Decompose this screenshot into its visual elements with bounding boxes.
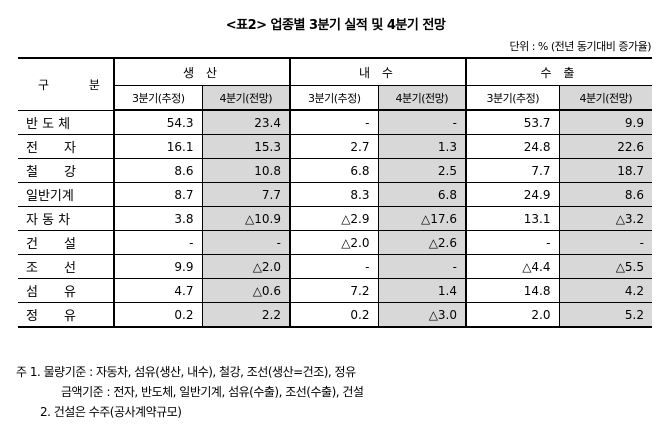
subheader-cell: 3분기(추정) <box>465 85 560 111</box>
table-cell: 8.6 <box>558 182 652 207</box>
row-label: 자 동 차 <box>18 206 115 231</box>
row-label: 조 선 <box>18 254 115 279</box>
table-cell: 4.2 <box>558 278 652 303</box>
header-group-production: 생 산 <box>113 57 291 86</box>
table-cell: 6.8 <box>289 158 379 183</box>
table-cell: - <box>113 230 203 255</box>
subheader-cell: 4분기(전망) <box>377 85 467 111</box>
table-cell: 4.7 <box>113 278 203 303</box>
table-cell: 5.2 <box>558 302 652 328</box>
footnote-1-cont: 금액기준 : 전자, 반도체, 일반기계, 섬유(수출), 조선(수출), 건설 <box>61 385 364 399</box>
table-row: 조 선 9.9 △2.0- - △4.4 △5.5 <box>18 254 652 279</box>
table-row: 섬 유 4.7 △0.6 7.2 1.4 14.8 4.2 <box>18 278 652 303</box>
table-body: 반 도 체 54.3 23.4- -53.7 9.9 전 자 16.1 15.3 2.7 1.3 2… <box>18 109 652 328</box>
data-table: 구 분 생 산 내 수 수 출 3분기(추정) 4분기(전망) 3분기(추정) … <box>18 57 652 328</box>
table-cell: - <box>289 109 379 135</box>
table-cell: 16.1 <box>113 134 203 159</box>
table-cell: - <box>465 230 560 255</box>
table-cell: △4.4 <box>465 254 560 279</box>
table-cell: 8.7 <box>113 182 203 207</box>
table-cell: 53.7 <box>465 109 560 135</box>
table-cell: 18.7 <box>558 158 652 183</box>
row-label: 철 강 <box>18 158 115 183</box>
table-cell: 3.8 <box>113 206 203 231</box>
table-cell: 1.4 <box>377 278 467 303</box>
row-label: 일반기계 <box>18 182 115 207</box>
row-label: 섬 유 <box>18 278 115 303</box>
table-cell: 0.2 <box>113 302 203 328</box>
subheader-cell: 4분기(전망) <box>201 85 291 111</box>
table-row: 반 도 체 54.3 23.4- -53.7 9.9 <box>18 109 652 135</box>
header-row-groups: 구 분 생 산 내 수 수 출 <box>18 57 652 111</box>
footnote-1: 주 1. 물량기준 : 자동차, 섬유(생산, 내수), 철강, 조선(생산=건… <box>16 365 356 379</box>
table-cell: 7.7 <box>201 182 291 207</box>
table-cell: 10.8 <box>201 158 291 183</box>
table-row: 건 설 - - △2.0 △2.6- - <box>18 230 652 255</box>
table-cell: 2.2 <box>201 302 291 328</box>
row-label: 건 설 <box>18 230 115 255</box>
table-cell: - <box>289 254 379 279</box>
table-cell: △17.6 <box>377 206 467 231</box>
table-cell: 9.9 <box>558 109 652 135</box>
footnotes: 주 1. 물량기준 : 자동차, 섬유(생산, 내수), 철강, 조선(생산=건… <box>16 362 364 422</box>
subheader-cell: 3분기(추정) <box>289 85 379 111</box>
table-cell: △0.6 <box>201 278 291 303</box>
subheader-cell: 4분기(전망) <box>558 85 652 111</box>
header-gubun: 구 분 <box>18 57 115 111</box>
table-cell: - <box>201 230 291 255</box>
table-cell: 2.0 <box>465 302 560 328</box>
table-cell: △2.0 <box>289 230 379 255</box>
table-cell: 0.2 <box>289 302 379 328</box>
table-cell: - <box>377 254 467 279</box>
table-cell: △2.0 <box>201 254 291 279</box>
table-row: 정 유 0.2 2.2 0.2 △3.0 2.0 5.2 <box>18 302 652 328</box>
table-cell: - <box>377 109 467 135</box>
table-cell: △5.5 <box>558 254 652 279</box>
table-row: 철 강 8.6 10.8 6.8 2.5 7.7 18.7 <box>18 158 652 183</box>
table-cell: 2.7 <box>289 134 379 159</box>
table-row: 전 자 16.1 15.3 2.7 1.3 24.8 22.6 <box>18 134 652 159</box>
table-cell: △10.9 <box>201 206 291 231</box>
table-row: 일반기계 8.7 7.7 8.3 6.8 24.9 8.6 <box>18 182 652 207</box>
row-label: 반 도 체 <box>18 109 115 135</box>
table-cell: - <box>558 230 652 255</box>
table-cell: 54.3 <box>113 109 203 135</box>
table-cell: 6.8 <box>377 182 467 207</box>
table-cell: △3.2 <box>558 206 652 231</box>
table-cell: 8.6 <box>113 158 203 183</box>
table-cell: 22.6 <box>558 134 652 159</box>
table-cell: △2.6 <box>377 230 467 255</box>
unit-label: 단위 : % (전년 동기대비 증가율) <box>509 40 651 53</box>
row-label: 전 자 <box>18 134 115 159</box>
table-cell: 9.9 <box>113 254 203 279</box>
table-cell: 24.9 <box>465 182 560 207</box>
header-row-periods: 3분기(추정) 4분기(전망) 3분기(추정) 4분기(전망) 3분기(추정) … <box>18 85 652 111</box>
table-cell: △3.0 <box>377 302 467 328</box>
table-cell: 23.4 <box>201 109 291 135</box>
subheader-cell: 3분기(추정) <box>113 85 203 111</box>
table-cell: 7.7 <box>465 158 560 183</box>
footnote-2: 2. 건설은 수주(공사계약규모) <box>40 405 182 419</box>
table-title: <표2> 업종별 3분기 실적 및 4분기 전망 <box>225 18 446 33</box>
header-group-domestic: 내 수 <box>289 57 467 86</box>
table-cell: 15.3 <box>201 134 291 159</box>
table-cell: 1.3 <box>377 134 467 159</box>
table-cell: △2.9 <box>289 206 379 231</box>
table-cell: 8.3 <box>289 182 379 207</box>
table-cell: 14.8 <box>465 278 560 303</box>
table-cell: 2.5 <box>377 158 467 183</box>
header-group-export: 수 출 <box>465 57 652 86</box>
row-label: 정 유 <box>18 302 115 328</box>
table-row: 자 동 차 3.8 △10.9 △2.9 △17.6 13.1 △3.2 <box>18 206 652 231</box>
table-cell: 24.8 <box>465 134 560 159</box>
table-cell: 13.1 <box>465 206 560 231</box>
table-cell: 7.2 <box>289 278 379 303</box>
